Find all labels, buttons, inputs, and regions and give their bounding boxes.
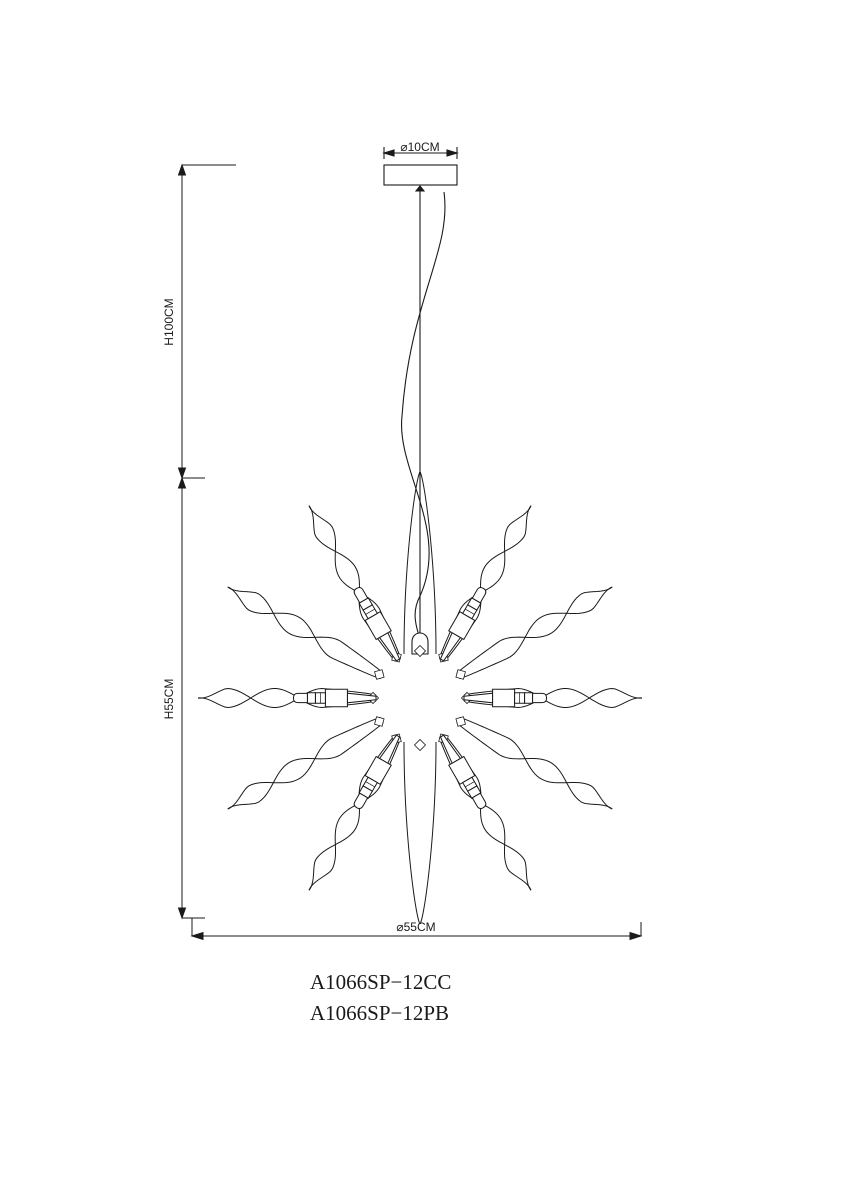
svg-text:⌀55CM: ⌀55CM — [396, 920, 435, 934]
svg-text:A1066SP−12CC: A1066SP−12CC — [310, 970, 451, 994]
svg-text:⌀10CM: ⌀10CM — [400, 140, 439, 154]
svg-text:A1066SP−12PB: A1066SP−12PB — [310, 1001, 449, 1025]
svg-text:H100CM: H100CM — [162, 298, 176, 345]
svg-text:H55CM: H55CM — [162, 679, 176, 720]
